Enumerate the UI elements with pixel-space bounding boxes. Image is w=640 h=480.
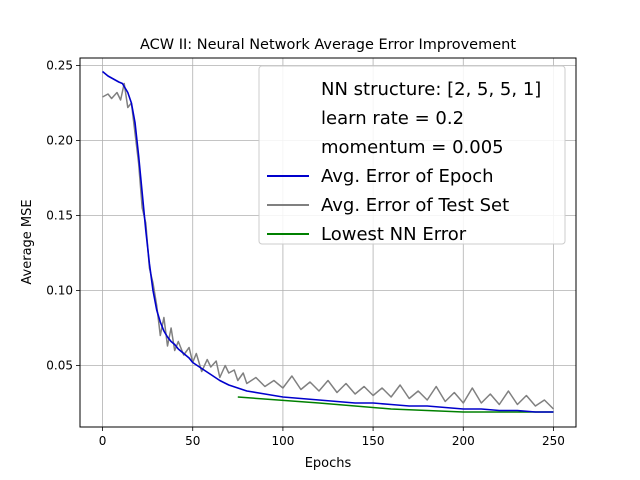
legend-header-line: learn rate = 0.2 — [321, 108, 464, 129]
plot-frame — [79, 57, 577, 428]
ticks: 0 50 100 150 200 250 0.05 0.10 0.15 0.20 0.25 — [46, 59, 565, 449]
x-tick-label: 100 — [271, 434, 294, 448]
legend-label: Avg. Error of Test Set — [321, 195, 509, 216]
legend-header-line: momentum = 0.005 — [321, 137, 504, 158]
x-tick-label: 0 — [99, 434, 107, 448]
chart-title: ACW II: Neural Network Average Error Imp… — [140, 37, 516, 53]
y-tick-label: 0.15 — [46, 209, 73, 223]
legend-label: Avg. Error of Epoch — [321, 166, 494, 187]
legend: NN structure: [2, 5, 5, 1] learn rate = 0… — [258, 65, 566, 245]
legend-box — [258, 65, 566, 245]
x-tick-label: 50 — [185, 434, 200, 448]
y-tick-label: 0.05 — [46, 359, 73, 373]
y-tick-label: 0.25 — [46, 59, 73, 73]
x-tick-label: 150 — [362, 434, 385, 448]
x-axis-label: Epochs — [305, 456, 352, 471]
y-tick-label: 0.10 — [46, 284, 73, 298]
y-axis-label: Average MSE — [20, 199, 35, 284]
legend-label: Lowest NN Error — [321, 224, 467, 245]
x-tick-label: 200 — [452, 434, 475, 448]
x-tick-label: 250 — [542, 434, 565, 448]
series-line-2 — [237, 396, 554, 413]
plot-lines — [101, 70, 555, 413]
series-line-0 — [101, 70, 554, 413]
y-tick-label: 0.20 — [46, 134, 73, 148]
legend-header-line: NN structure: [2, 5, 5, 1] — [321, 79, 541, 100]
